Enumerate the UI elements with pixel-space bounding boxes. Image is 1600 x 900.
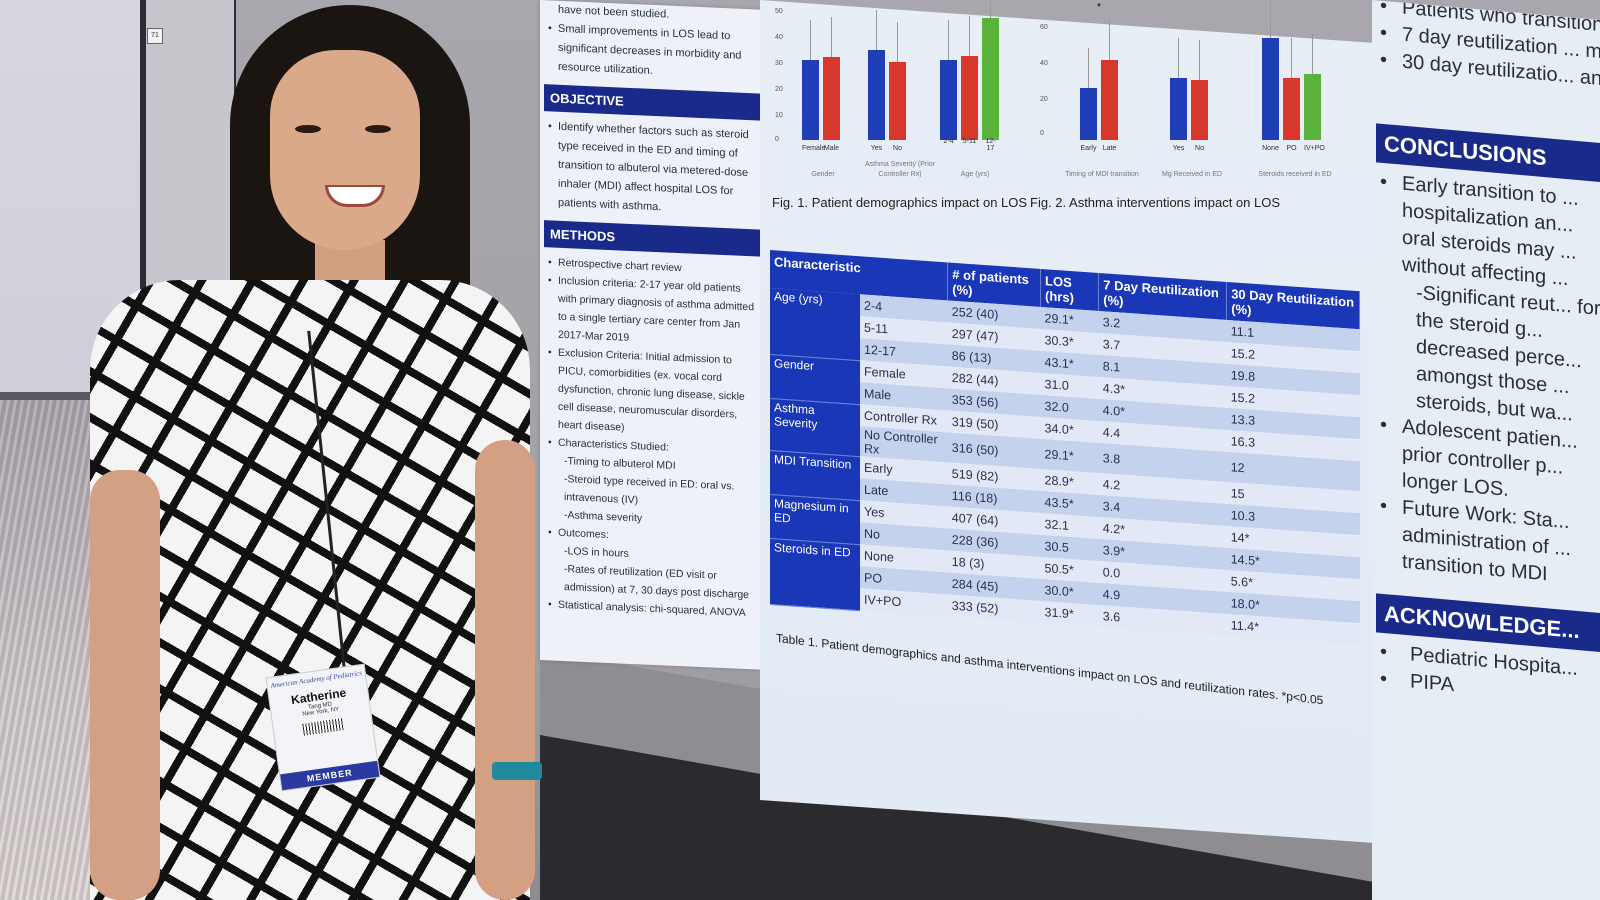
category-cell: Age (yrs) [770,288,860,361]
bar-age-12-17 [982,0,999,140]
group-label: Mg Received in ED [1162,171,1222,178]
y-tick: 20 [775,86,783,93]
bar-none [1262,0,1279,140]
bar-labels: Yes No [1170,145,1208,152]
y-tick: 0 [775,136,779,143]
methods-bullet: Exclusion Criteria: Initial admission to… [548,343,757,442]
bar-mg-yes [1170,38,1187,140]
figure-2-chart: 60 40 20 0 * Early Late Timing of MDI tr… [1040,0,1370,180]
category-cell: Magnesium in ED [770,494,860,545]
group-label: Age (yrs) [960,171,990,178]
results-table: Characteristic # of patients (%) LOS (hr… [770,250,1360,646]
y-tick: 10 [775,112,783,119]
wristwatch [492,762,542,780]
bar-no [889,22,906,140]
y-tick: 50 [775,8,783,15]
bar-labels: Early Late [1080,145,1118,152]
bar-female [802,20,819,140]
bar-label: PO [1286,145,1297,152]
bar-group-steroids [1262,0,1321,140]
bar-early [1080,48,1097,140]
poster-left-column: have not been studied. Small improvement… [540,0,765,670]
y-tick: 0 [1040,130,1044,137]
objective-header: OBJECTIVE [544,84,761,121]
bar-yes [868,10,885,140]
patterned-dress [90,280,530,900]
y-tick: 30 [775,60,783,67]
bar-age-2-4 [940,20,957,140]
bar-group-mg [1170,38,1208,140]
figure-2-caption: Fig. 2. Asthma interventions impact on L… [1030,195,1281,210]
bar-label: Early [1080,145,1097,152]
poster-right-column: Patients who transitioned ... had decrea… [1372,0,1600,900]
bar-age-5-11 [961,16,978,140]
bar-labels: 2-4 5-11 12-17 [940,138,999,152]
y-tick: 40 [775,34,783,41]
face [270,50,420,250]
bar-label: IV+PO [1304,145,1325,152]
methods-header: METHODS [544,220,761,257]
methods-bullet: Inclusion criteria: 2-17 year old patien… [548,271,757,352]
bar-label: Late [1102,145,1117,152]
category-cell: Asthma Severity [770,398,860,457]
right-arm [475,440,535,900]
bar-label: No [1195,145,1204,152]
conclusion-bullet: Early transition to ... hospitalization … [1380,169,1600,297]
bar-mg-no [1191,40,1208,140]
bar-labels: None PO IV+PO [1262,145,1325,152]
group-label: Steroids received in ED [1258,171,1332,178]
bar-iv-po [1304,34,1321,140]
conclusion-sub: -Significant reut... for the steroid g..… [1416,281,1600,426]
bar-label: 5-11 [962,138,977,145]
bar-male [823,17,840,140]
bar-po [1283,38,1300,140]
bar-group-age [940,0,999,140]
category-cell: MDI Transition [770,450,860,501]
y-tick: 20 [1040,96,1048,103]
group-label: Gender [811,171,835,178]
header-patients: # of patients (%) [947,262,1041,307]
bar-label: Yes [870,145,883,152]
bar-label: None [1262,145,1279,152]
bar-group-severity [868,10,906,140]
group-label: Asthma Severity (Prior Controller Rx) [864,161,936,178]
cell-los: 31.9* [1040,600,1099,627]
bar-label: Yes [1172,145,1185,152]
bar-labels: Female Male [802,145,840,152]
figure-1-caption: Fig. 1. Patient demographics impact on L… [772,195,1028,210]
bar-label: 2-4 [943,138,954,145]
header-los: LOS (hrs) [1040,268,1099,311]
eye [295,125,321,133]
bar-group-mdi-timing [1080,20,1118,140]
name-badge: American Academy of Pediatrics Katherine… [265,663,381,792]
bar-label: Male [823,145,840,152]
eye [365,125,391,133]
barcode-icon [302,718,344,736]
bar-late [1101,20,1118,140]
presenter: American Academy of Pediatrics Katherine… [80,0,550,900]
objective-bullet: Identify whether factors such as steroid… [548,117,757,221]
category-cell: Gender [770,354,860,405]
cell-los: 29.1* [1040,438,1099,473]
bar-group-gender [802,17,840,140]
category-cell: Steroids in ED [770,538,860,611]
y-tick: 40 [1040,60,1048,67]
bar-label: 12-17 [985,138,996,152]
group-label: Timing of MDI transition [1065,171,1139,178]
bar-label: No [893,145,902,152]
significance-marker: * [1097,2,1101,13]
booth-number-tag: 71 [147,28,163,44]
bar-label: Female [802,145,826,152]
y-tick: 60 [1040,24,1048,31]
left-arm [90,470,160,900]
bar-labels: Yes No [868,145,906,152]
figure-1-chart: 50 40 30 20 10 0 Female Male Gender Yes … [775,0,1020,180]
background-line: Small improvements in LOS lead to signif… [548,19,757,85]
